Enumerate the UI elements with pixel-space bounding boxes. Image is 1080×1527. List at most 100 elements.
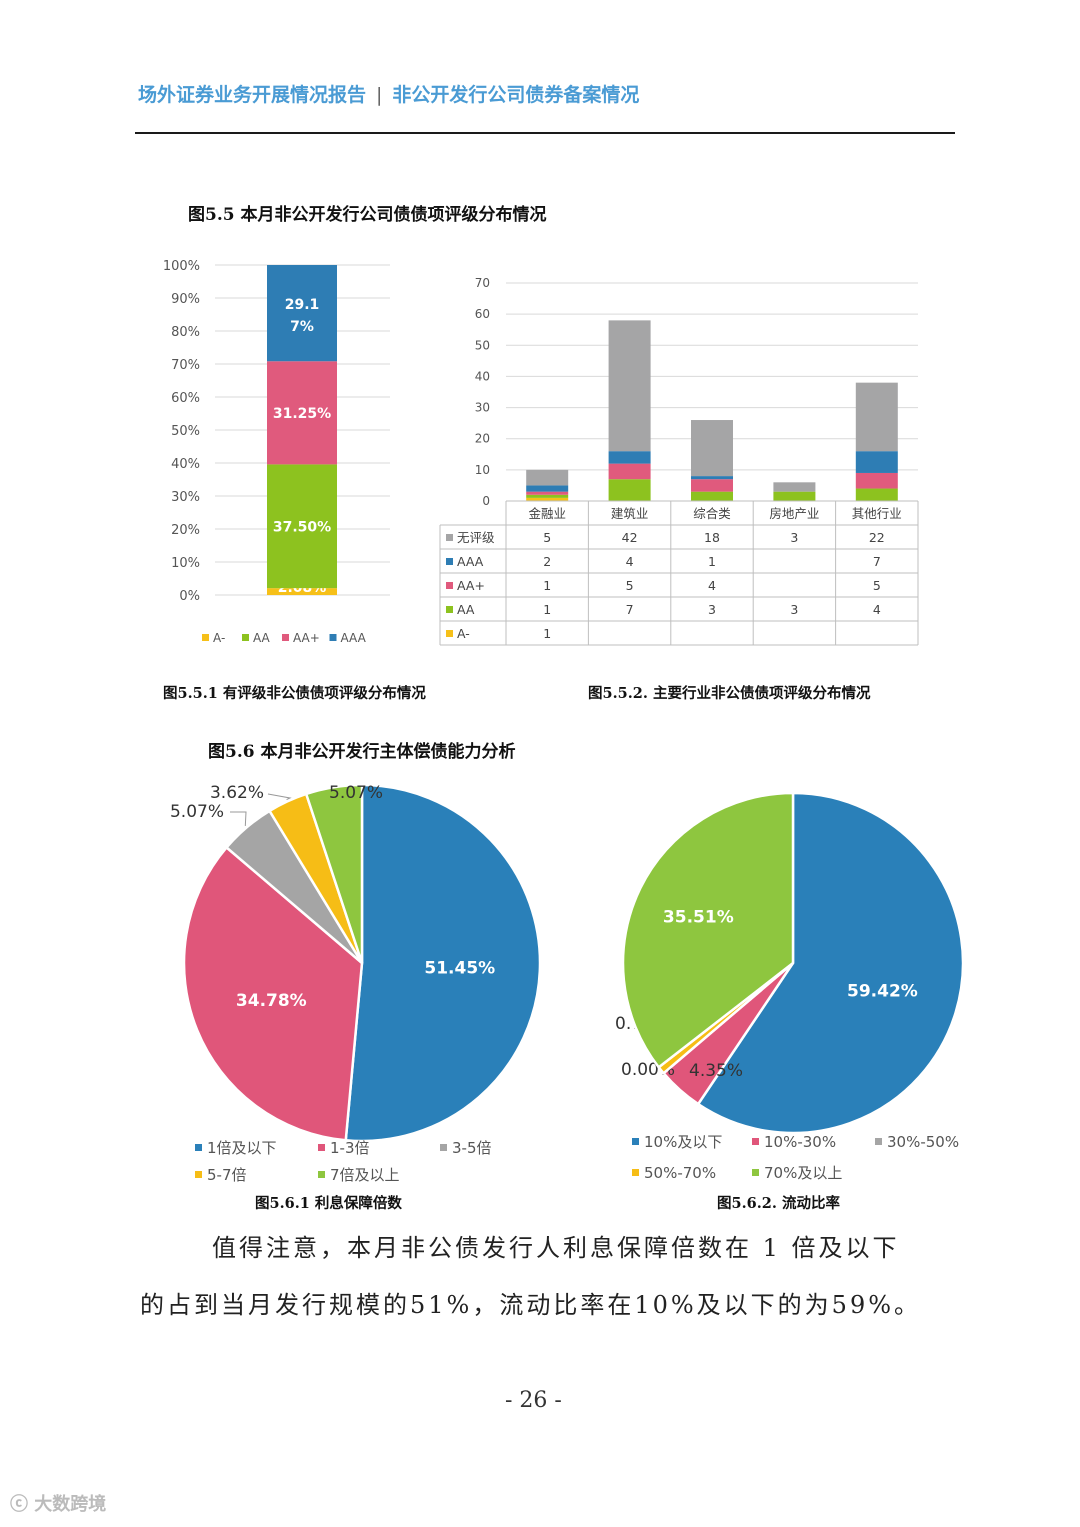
table-cell: 5 — [873, 578, 881, 593]
y-tick-label: 60% — [171, 391, 200, 406]
bar-segment — [773, 482, 816, 492]
table-cell: 18 — [704, 530, 720, 545]
series-label: AAA — [457, 554, 484, 569]
leader-line — [230, 811, 247, 826]
table-cell: 3 — [790, 530, 798, 545]
y-tick-label: 10 — [475, 463, 490, 477]
category-label: 房地产业 — [769, 506, 819, 521]
bar-segment — [526, 485, 569, 492]
data-label: 31.25% — [273, 406, 331, 422]
bar-segment — [608, 463, 651, 480]
interest-coverage-pie: 51.45%34.78%5.07%3.62% 5.07%1倍及以下 1-3倍 3-5倍… — [170, 783, 542, 1184]
bar-segment-aa-minusplus — [267, 361, 337, 465]
figure-5-5-1-caption: 图5.5.1 有评级非公债债项评级分布情况 — [163, 685, 426, 702]
table-cell: 1 — [543, 626, 551, 641]
figure-5-5-2-caption: 图5.5.2. 主要行业非公债债项评级分布情况 — [588, 685, 871, 702]
y-tick-label: 60 — [475, 307, 490, 321]
table-cell: 4 — [626, 554, 634, 569]
y-tick-label: 30% — [171, 490, 200, 505]
rating-distribution-chart: 0%10%20%30%40%50%60%70%80%90%100%2.08%37… — [163, 259, 390, 645]
legend-label: 1-3倍 — [330, 1139, 370, 1157]
current-ratio-pie: 59.42%4.35%0.00%0.72%35.51%10%及以下10%-30%… — [615, 791, 965, 1182]
figure-5-6-title: 图5.6 本月非公开发行主体偿债能力分析 — [208, 742, 516, 762]
table-cell: 7 — [626, 602, 634, 617]
slice-label: 59.42% — [847, 981, 918, 1001]
slice-label: 3.62% — [210, 783, 264, 803]
legend-label: 50%-70% — [644, 1164, 716, 1182]
series-label: AA — [457, 602, 475, 617]
bar-segment — [691, 479, 733, 492]
bar-segment — [855, 382, 898, 452]
table-cell: 5 — [543, 530, 551, 545]
category-label: 金融业 — [528, 506, 566, 521]
bar-segment — [526, 497, 569, 501]
page-number: - 26 - — [505, 1388, 562, 1413]
header-rule — [135, 132, 955, 134]
legend-label: 30%-50% — [887, 1133, 959, 1151]
page-header: 场外证券业务开展情况报告 | 非公开发行公司债券备案情况 — [138, 80, 639, 107]
figure-5-5-title: 图5.5 本月非公开发行公司债债项评级分布情况 — [188, 205, 547, 225]
header-left: 场外证券业务开展情况报告 — [138, 84, 367, 106]
y-tick-label: 40 — [475, 369, 490, 383]
legend-swatch — [875, 1138, 882, 1145]
bar-segment — [691, 420, 733, 477]
series-label: AA+ — [457, 578, 485, 593]
legend-swatch — [329, 634, 337, 641]
y-tick-label: 90% — [171, 292, 200, 307]
legend-swatch — [752, 1169, 759, 1176]
y-tick-label: 100% — [163, 259, 200, 274]
legend-label: 5-7倍 — [207, 1166, 247, 1184]
table-cell: 5 — [626, 578, 634, 593]
y-tick-label: 10% — [171, 556, 200, 571]
legend-swatch — [195, 1171, 202, 1178]
watermark-text: 大数跨境 — [34, 1494, 107, 1515]
table-cell: 3 — [708, 602, 716, 617]
legend-label: A- — [213, 631, 225, 645]
pie-slice — [182, 845, 364, 1142]
table-cell: 1 — [543, 602, 551, 617]
bar-segment-aa — [267, 464, 337, 589]
table-cell: 1 — [708, 554, 716, 569]
legend-swatch — [446, 534, 453, 541]
legend-swatch — [632, 1169, 639, 1176]
legend-label: AA — [253, 631, 271, 645]
series-label: 无评级 — [457, 530, 495, 545]
table-cell: 7 — [873, 554, 881, 569]
legend-swatch — [446, 606, 453, 613]
legend-label: 10%-30% — [764, 1133, 836, 1151]
bar-segment — [773, 491, 816, 501]
data-label: 37.50% — [273, 519, 331, 535]
bar-segment — [691, 476, 733, 480]
leader-line — [267, 793, 292, 801]
figure-5-6-1-caption: 图5.6.1 利息保障倍数 — [255, 1195, 402, 1212]
legend-swatch — [318, 1144, 325, 1151]
header-right: 非公开发行公司债券备案情况 — [392, 84, 640, 106]
category-label: 综合类 — [693, 506, 731, 521]
y-tick-label: 70 — [475, 276, 490, 290]
legend-swatch — [440, 1144, 447, 1151]
watermark-logo-icon: ⓒ — [10, 1494, 28, 1515]
y-tick-label: 20 — [475, 432, 490, 446]
bar-segment — [608, 320, 651, 452]
category-label: 其他行业 — [852, 506, 902, 521]
pie-slice — [621, 791, 795, 1070]
bar-segment-aaa — [267, 265, 337, 362]
pie-slice — [344, 783, 542, 1143]
bar-segment-a-minus — [267, 588, 337, 595]
legend-label: 1倍及以下 — [207, 1139, 277, 1157]
legend-swatch — [446, 582, 453, 589]
y-tick-label: 70% — [171, 358, 200, 373]
table-cell: 22 — [869, 530, 885, 545]
header-separator: | — [376, 84, 383, 106]
watermark: ⓒ 大数跨境 — [10, 1490, 106, 1516]
y-tick-label: 80% — [171, 325, 200, 340]
slice-label: 35.51% — [663, 908, 734, 928]
legend-swatch — [202, 634, 209, 641]
legend-swatch — [318, 1171, 325, 1178]
bar-segment — [855, 472, 898, 489]
table-cell: 2 — [543, 554, 551, 569]
table-cell: 4 — [708, 578, 716, 593]
slice-label: 5.07% — [329, 783, 383, 803]
bar-segment — [691, 491, 733, 501]
